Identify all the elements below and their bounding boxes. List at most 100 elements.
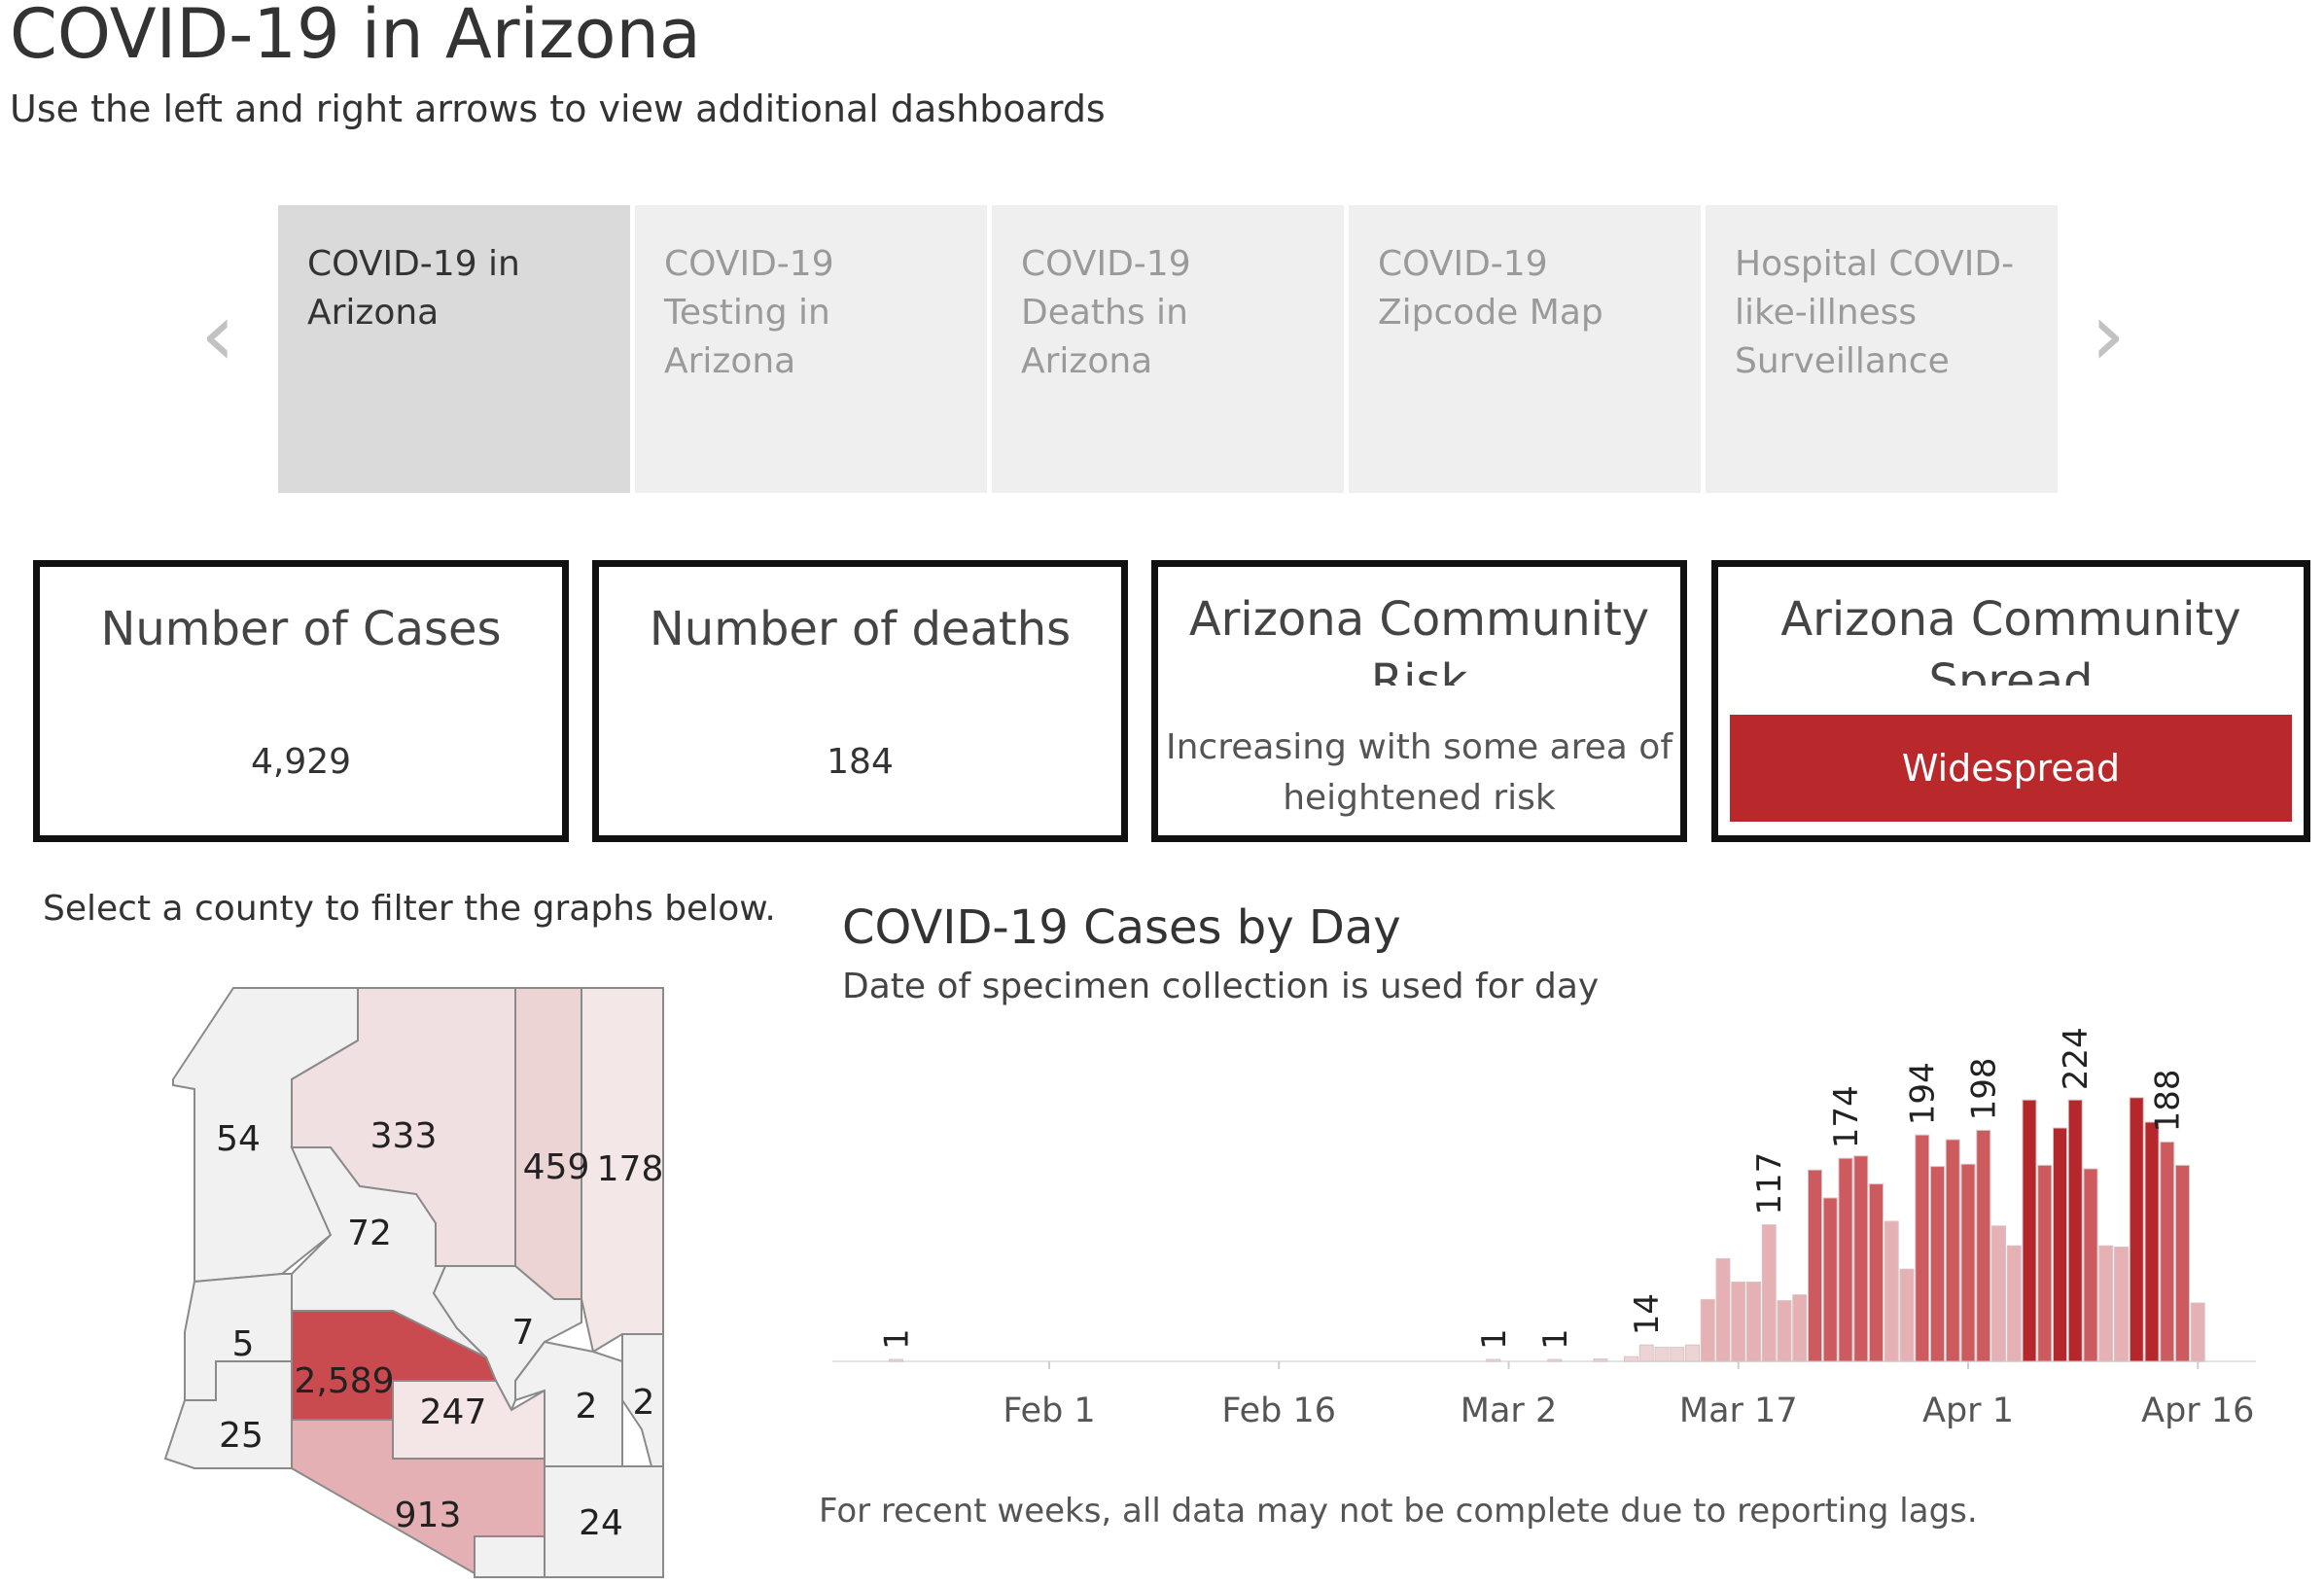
- kpi-spread-card: Arizona Community Spread Widespread: [1711, 560, 2310, 842]
- bar-2020-03-16[interactable]: [1715, 1257, 1731, 1362]
- bar-2020-04-13[interactable]: [2144, 1121, 2160, 1362]
- bar-data-label: 188: [2149, 1069, 2188, 1132]
- map-instruction: Select a county to filter the graphs bel…: [43, 889, 776, 929]
- bar-2020-03-27[interactable]: [1884, 1220, 1899, 1362]
- bar-2020-04-01[interactable]: [1960, 1163, 1976, 1362]
- bar-2020-03-23[interactable]: [1822, 1197, 1838, 1362]
- county-label-maricopa: 2,589: [294, 1361, 394, 1401]
- bar-2020-04-05[interactable]: [2022, 1099, 2037, 1362]
- x-tick-label: Mar 2: [1461, 1391, 1557, 1430]
- county-yuma[interactable]: [163, 1360, 293, 1469]
- tab-covid-in-arizona[interactable]: COVID-19 in Arizona: [278, 205, 630, 493]
- bar-2020-04-15[interactable]: [2175, 1164, 2190, 1362]
- bar-2020-03-19[interactable]: [1761, 1224, 1777, 1362]
- bar-2020-03-13[interactable]: [1670, 1347, 1685, 1362]
- x-tick-label: Mar 17: [1679, 1391, 1798, 1430]
- bar-2020-04-11[interactable]: [2114, 1246, 2129, 1362]
- bar-data-label: 194: [1904, 1062, 1943, 1125]
- bar-2020-03-18[interactable]: [1746, 1281, 1761, 1362]
- kpi-risk-value: Increasing with some area of heightened …: [1166, 727, 1673, 818]
- county-label-pinal: 247: [420, 1392, 487, 1432]
- bar-2020-03-24[interactable]: [1838, 1157, 1853, 1362]
- kpi-deaths-card: Number of deaths 184: [592, 560, 1128, 842]
- county-label-apache: 178: [597, 1149, 664, 1189]
- bar-data-label: 1: [878, 1328, 917, 1350]
- bar-2020-04-07[interactable]: [2053, 1127, 2067, 1362]
- bar-data-label: 14: [1628, 1293, 1667, 1335]
- bar-2020-03-20[interactable]: [1777, 1300, 1792, 1362]
- bar-2020-03-11[interactable]: [1638, 1344, 1654, 1362]
- bar-2020-03-22[interactable]: [1808, 1169, 1822, 1362]
- bar-2020-03-17[interactable]: [1731, 1281, 1746, 1362]
- kpi-deaths-title: Number of deaths: [649, 602, 1072, 656]
- bar-data-label: 224: [2057, 1027, 2095, 1090]
- bar-2020-04-03[interactable]: [1991, 1225, 2006, 1362]
- kpi-cases-card: Number of Cases 4,929: [33, 560, 569, 842]
- bar-2020-04-02[interactable]: [1976, 1129, 1991, 1362]
- x-tick-label: Apr 1: [1922, 1391, 2014, 1430]
- bar-2020-03-30[interactable]: [1930, 1166, 1945, 1362]
- county-label-mohave: 54: [216, 1119, 261, 1159]
- bar-2020-03-29[interactable]: [1915, 1134, 1930, 1362]
- county-label-greenlee: 2: [633, 1383, 655, 1423]
- county-label-la-paz: 5: [232, 1324, 255, 1364]
- bar-2020-04-16[interactable]: [2190, 1302, 2205, 1362]
- bar-2020-03-21[interactable]: [1792, 1294, 1808, 1362]
- bar-2020-03-25[interactable]: [1853, 1155, 1869, 1362]
- county-label-yuma: 25: [219, 1416, 264, 1456]
- bar-2020-03-05[interactable]: [1547, 1358, 1563, 1362]
- bar-data-label: 198: [1965, 1057, 2004, 1120]
- bar-data-label: 1: [1536, 1328, 1575, 1350]
- tab-deaths[interactable]: COVID-19 Deaths in Arizona: [992, 205, 1344, 493]
- bar-2020-04-04[interactable]: [2006, 1245, 2022, 1362]
- chart-title: COVID-19 Cases by Day: [842, 900, 1401, 955]
- bar-2020-01-22[interactable]: [889, 1358, 903, 1362]
- kpi-cases-title: Number of Cases: [100, 602, 502, 656]
- bar-2020-04-09[interactable]: [2083, 1168, 2098, 1362]
- bar-2020-03-14[interactable]: [1685, 1344, 1700, 1362]
- bar-2020-03-15[interactable]: [1700, 1298, 1715, 1362]
- bar-2020-04-14[interactable]: [2160, 1141, 2175, 1362]
- tab-hospital-surveillance[interactable]: Hospital COVID-like-illness Surveillance: [1706, 205, 2058, 493]
- kpi-risk-title: Arizona Community Risk: [1188, 592, 1650, 686]
- previous-arrow-icon[interactable]: ‹: [200, 284, 235, 386]
- chart-footnote: For recent weeks, all data may not be co…: [819, 1492, 1978, 1531]
- page-title: COVID-19 in Arizona: [10, 0, 701, 74]
- x-tick-label: Feb 16: [1221, 1391, 1336, 1430]
- tab-zipcode-map[interactable]: COVID-19 Zipcode Map: [1349, 205, 1701, 493]
- kpi-deaths-value: 184: [827, 742, 894, 782]
- page-subtitle: Use the left and right arrows to view ad…: [10, 88, 1106, 130]
- bar-2020-03-31[interactable]: [1945, 1139, 1960, 1362]
- bar-data-label: 117: [1750, 1152, 1789, 1215]
- bar-2020-03-01[interactable]: [1486, 1358, 1501, 1362]
- spread-status-badge: Widespread: [1730, 715, 2292, 822]
- county-label-cochise: 24: [579, 1503, 623, 1543]
- county-label-yavapai: 72: [347, 1214, 392, 1253]
- county-label-pima: 913: [395, 1496, 462, 1535]
- bar-2020-04-12[interactable]: [2129, 1097, 2144, 1362]
- next-arrow-icon[interactable]: ›: [2091, 284, 2126, 386]
- county-cochise[interactable]: [544, 1465, 664, 1578]
- bar-2020-03-12[interactable]: [1654, 1347, 1670, 1362]
- bar-2020-04-06[interactable]: [2037, 1164, 2053, 1362]
- bar-data-label: 174: [1827, 1085, 1866, 1148]
- county-label-navajo: 459: [523, 1147, 590, 1187]
- x-tick-label: Apr 16: [2141, 1391, 2254, 1430]
- bar-2020-03-26[interactable]: [1869, 1183, 1884, 1362]
- kpi-spread-title: Arizona Community Spread: [1780, 592, 2241, 686]
- bar-data-label: 1: [1475, 1328, 1514, 1350]
- bar-2020-04-08[interactable]: [2067, 1099, 2083, 1362]
- tab-testing[interactable]: COVID-19 Testing in Arizona: [635, 205, 987, 493]
- bar-2020-03-08[interactable]: [1593, 1358, 1608, 1362]
- kpi-risk-card: Arizona Community Risk Increasing with s…: [1151, 560, 1687, 842]
- bar-2020-03-10[interactable]: [1624, 1356, 1638, 1362]
- bar-2020-04-10[interactable]: [2098, 1245, 2114, 1362]
- county-label-coconino: 333: [370, 1116, 438, 1156]
- county-label-gila: 7: [512, 1313, 535, 1353]
- x-tick-label: Feb 1: [1003, 1391, 1095, 1430]
- kpi-cases-value: 4,929: [250, 742, 352, 782]
- county-label-graham: 2: [576, 1387, 598, 1426]
- bar-2020-03-28[interactable]: [1899, 1268, 1915, 1362]
